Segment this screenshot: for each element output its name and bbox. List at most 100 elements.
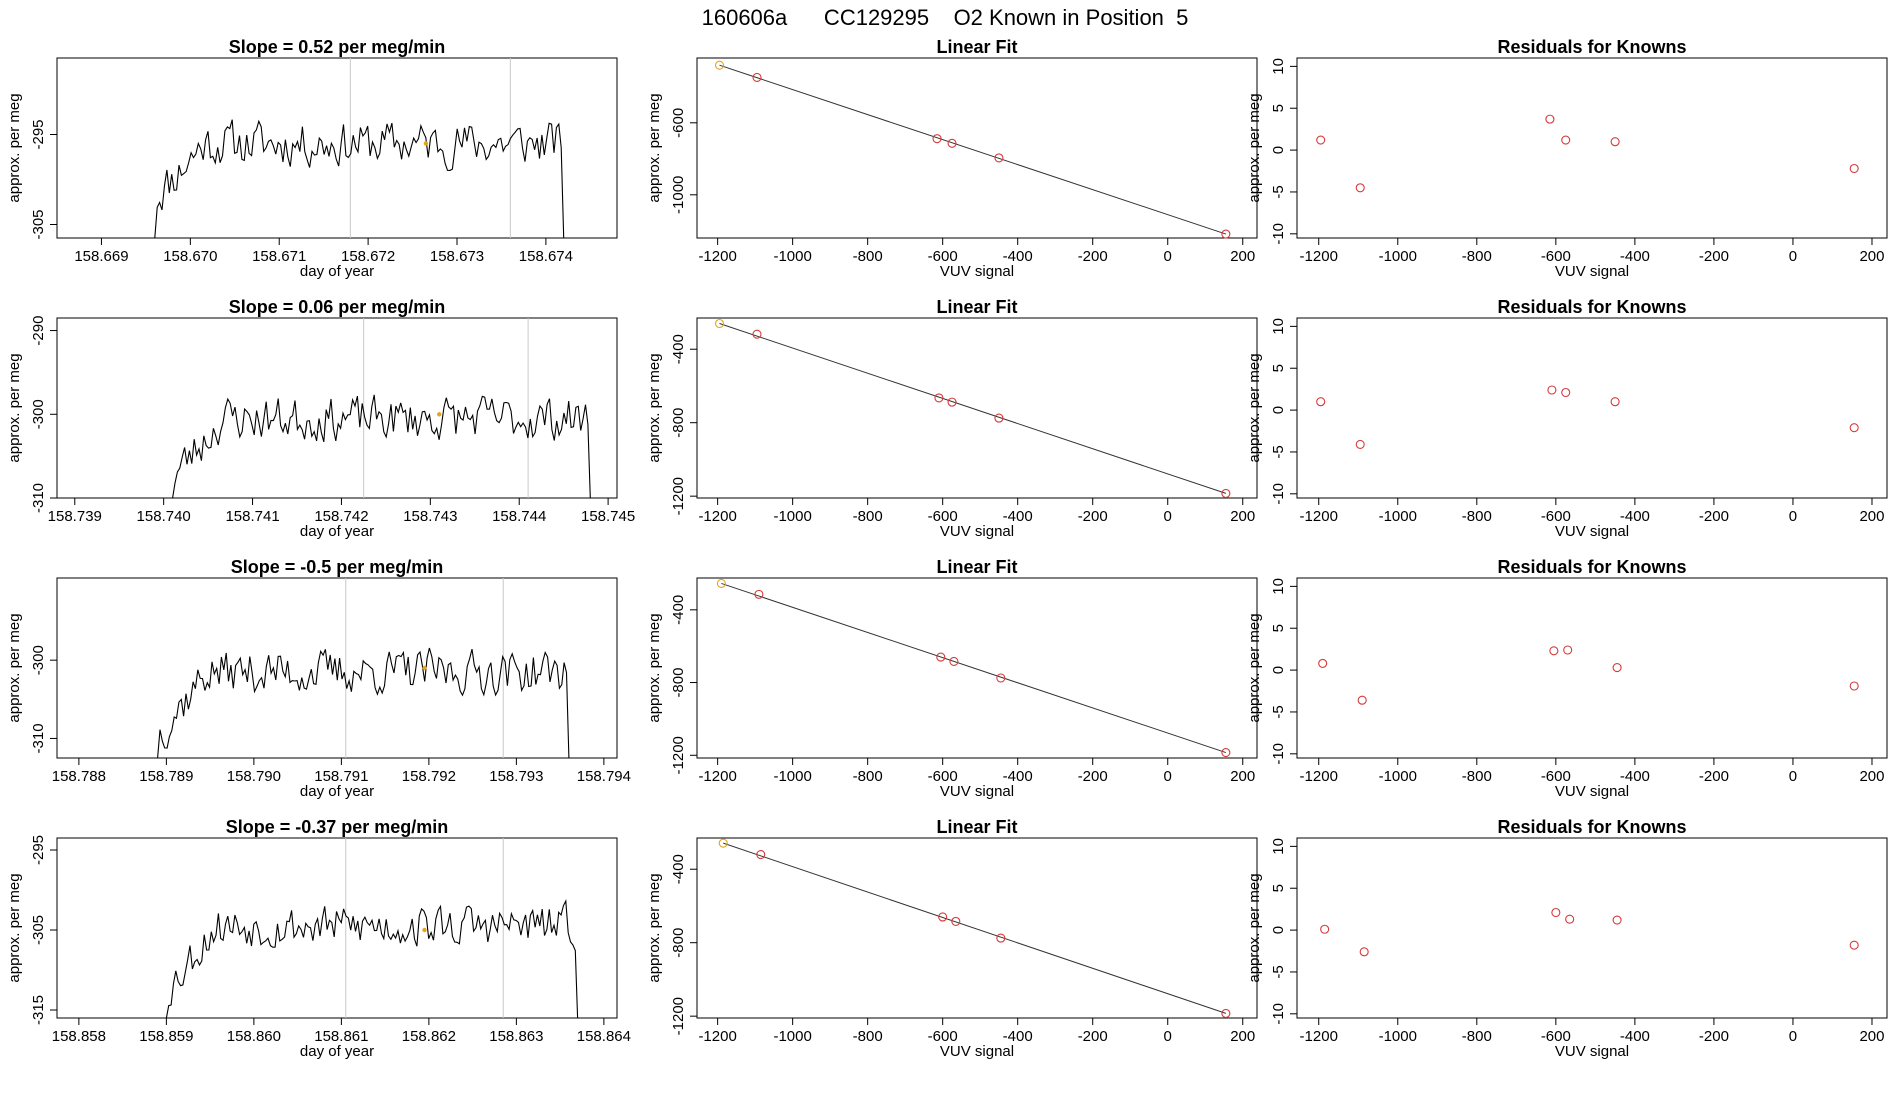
plot-frame: [696, 837, 1258, 1019]
x-tick-label: -1000: [773, 508, 811, 525]
y-axis-label: approx. per meg: [1246, 613, 1263, 722]
fit-line: [719, 323, 1227, 494]
data-point: [1610, 137, 1620, 147]
data-point: [756, 849, 766, 860]
highlight-point: [718, 838, 728, 848]
y-tick-label: -400: [670, 854, 687, 884]
x-tick-label: 158.740: [137, 508, 191, 525]
x-tick-label: -600: [928, 1028, 958, 1045]
y-tick-label: -5: [1270, 965, 1287, 978]
x-tick-label: 158.674: [519, 248, 573, 265]
x-tick-label: -600: [928, 768, 958, 785]
x-tick-label: 158.794: [577, 768, 631, 785]
panel-r2-fit: Linear Fit -1200 -1000 -800 -600 -400 -200 0 200…: [646, 557, 1258, 800]
data-point: [1610, 397, 1620, 407]
x-tick-label: -400: [1620, 1028, 1650, 1045]
x-tick-label: 158.745: [581, 508, 635, 525]
y-axis-label: approx. per meg: [646, 353, 663, 462]
y-tick-label: 5: [1270, 104, 1287, 112]
x-tick-label: 158.860: [227, 1028, 281, 1045]
panel-title: Linear Fit: [936, 37, 1017, 57]
x-tick-label: 158.858: [52, 1028, 106, 1045]
data-point: [951, 916, 961, 926]
x-tick-label: 0: [1789, 248, 1797, 265]
x-tick-label: 158.744: [492, 508, 546, 525]
plot-frame: [696, 317, 1258, 499]
y-tick-label: 0: [1270, 926, 1287, 934]
data-point: [1221, 488, 1231, 498]
panel-title: Residuals for Knowns: [1497, 297, 1686, 317]
y-axis-label: approx. per meg: [6, 873, 23, 982]
x-tick-label: -800: [853, 1028, 883, 1045]
x-tick-label: 158.863: [489, 1028, 543, 1045]
y-tick-label: 5: [1270, 364, 1287, 372]
data-point: [1612, 915, 1622, 925]
data-point: [949, 656, 959, 667]
fit-line: [719, 64, 1227, 235]
data-point: [1359, 947, 1369, 957]
x-tick-label: -200: [1699, 768, 1729, 785]
panel-title: Linear Fit: [936, 557, 1017, 577]
y-tick-label: -295: [30, 119, 47, 149]
x-tick-label: 158.792: [402, 768, 456, 785]
x-axis-label: VUV signal: [1555, 783, 1629, 800]
x-tick-label: 158.673: [430, 248, 484, 265]
y-tick-label: -1200: [670, 477, 687, 515]
x-tick-label: -1000: [773, 768, 811, 785]
y-tick-label: -600: [670, 108, 687, 138]
x-tick-label: -600: [1541, 768, 1571, 785]
data-point: [1318, 658, 1328, 668]
x-tick-label: -200: [1699, 248, 1729, 265]
panel-title: Linear Fit: [936, 297, 1017, 317]
data-point: [996, 933, 1006, 943]
x-tick-label: 200: [1230, 248, 1255, 265]
y-tick-label: 5: [1270, 624, 1287, 632]
data-point: [1320, 924, 1330, 934]
x-tick-label: 158.790: [227, 768, 281, 785]
panel-title: Linear Fit: [936, 817, 1017, 837]
x-tick-label: 200: [1859, 248, 1884, 265]
y-tick-label: 0: [1270, 146, 1287, 154]
series-line: [157, 647, 570, 759]
plot-frame: [696, 577, 1258, 759]
panel-r1-ts: Slope = 0.06 per meg/min 158.739 158.740 15…: [6, 297, 635, 540]
y-tick-label: -305: [30, 915, 47, 945]
x-tick-label: 158.791: [314, 768, 368, 785]
y-axis-label: approx. per meg: [646, 613, 663, 722]
x-tick-label: -200: [1078, 1028, 1108, 1045]
y-tick-label: -800: [670, 928, 687, 958]
x-axis-label: VUV signal: [1555, 263, 1629, 280]
panel-r0-fit: Linear Fit -1200 -1000 -800 -600 -400 -200 0 200…: [646, 37, 1258, 280]
data-point: [1221, 1008, 1231, 1018]
x-axis-label: VUV signal: [940, 263, 1014, 280]
x-tick-label: -1000: [773, 1028, 811, 1045]
data-point: [934, 393, 944, 403]
y-axis-label: approx. per meg: [1246, 93, 1263, 202]
data-point: [1316, 135, 1326, 145]
x-tick-label: 0: [1789, 1028, 1797, 1045]
x-tick-label: -400: [1620, 508, 1650, 525]
x-tick-label: -200: [1078, 508, 1108, 525]
panel-title: Slope = -0.5 per meg/min: [231, 557, 444, 577]
x-tick-label: 158.672: [341, 248, 395, 265]
panel-title: Residuals for Knowns: [1497, 817, 1686, 837]
x-tick-label: -600: [928, 508, 958, 525]
y-axis-label: approx. per meg: [1246, 353, 1263, 462]
data-point: [1849, 163, 1859, 174]
y-tick-label: -290: [30, 316, 47, 346]
x-tick-label: -600: [1541, 508, 1571, 525]
y-tick-label: 0: [1270, 666, 1287, 674]
plot-frame: [56, 57, 618, 239]
x-tick-label: -200: [1699, 508, 1729, 525]
data-point: [996, 673, 1006, 683]
plot-frame: [1296, 837, 1888, 1019]
y-axis-label: approx. per meg: [6, 613, 23, 722]
x-tick-label: -400: [1003, 248, 1033, 265]
y-tick-label: -310: [30, 483, 47, 513]
x-tick-label: -800: [853, 248, 883, 265]
x-tick-label: -800: [853, 768, 883, 785]
data-point: [1849, 423, 1859, 433]
x-axis-label: VUV signal: [940, 523, 1014, 540]
x-tick-label: 200: [1859, 508, 1884, 525]
y-axis-label: approx. per meg: [1246, 873, 1263, 982]
